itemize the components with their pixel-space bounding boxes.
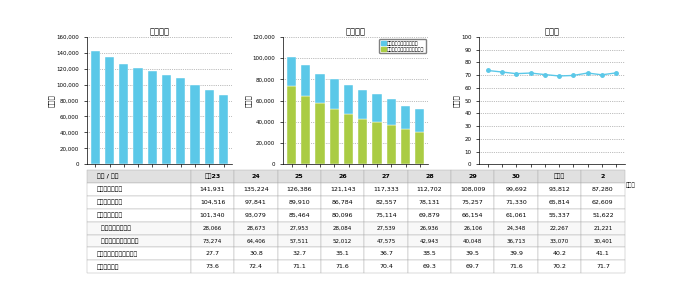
Bar xyxy=(162,75,171,164)
Text: （年）: （年） xyxy=(626,183,636,188)
Title: 検挙人員: 検挙人員 xyxy=(346,27,366,36)
Bar xyxy=(415,110,425,132)
Bar xyxy=(373,122,382,164)
Text: （年）: （年） xyxy=(430,183,439,188)
Bar xyxy=(176,78,185,164)
Bar xyxy=(387,99,396,125)
Bar xyxy=(330,109,339,164)
Bar xyxy=(105,56,115,164)
Bar xyxy=(287,57,296,87)
Bar xyxy=(301,65,310,96)
Y-axis label: （％）: （％） xyxy=(453,94,459,107)
Bar xyxy=(148,71,157,164)
Bar xyxy=(91,51,100,164)
Title: 認知件数: 認知件数 xyxy=(149,27,169,36)
Bar xyxy=(205,90,214,164)
Bar xyxy=(190,85,200,164)
Bar xyxy=(344,84,353,114)
Bar xyxy=(287,87,296,164)
Bar xyxy=(373,94,382,122)
Bar xyxy=(415,132,425,164)
Bar xyxy=(301,96,310,164)
Y-axis label: （件）: （件） xyxy=(49,94,55,107)
Bar xyxy=(315,73,325,103)
Bar xyxy=(315,103,325,164)
Bar xyxy=(330,79,339,109)
Text: （年）: （年） xyxy=(234,183,244,188)
Bar xyxy=(401,129,410,164)
Bar xyxy=(387,125,396,164)
Bar xyxy=(358,90,367,119)
Bar xyxy=(358,119,367,164)
Bar xyxy=(133,68,143,164)
Bar xyxy=(401,106,410,129)
Y-axis label: （人）: （人） xyxy=(244,94,251,107)
Bar xyxy=(119,64,128,164)
Legend: 高齢者の検挙人員（人）, 高齢者以外の検挙人員（人）: 高齢者の検挙人員（人）, 高齢者以外の検挙人員（人） xyxy=(380,39,426,53)
Bar xyxy=(344,114,353,164)
Title: 検挙率: 検挙率 xyxy=(544,27,559,36)
Bar xyxy=(219,95,228,164)
